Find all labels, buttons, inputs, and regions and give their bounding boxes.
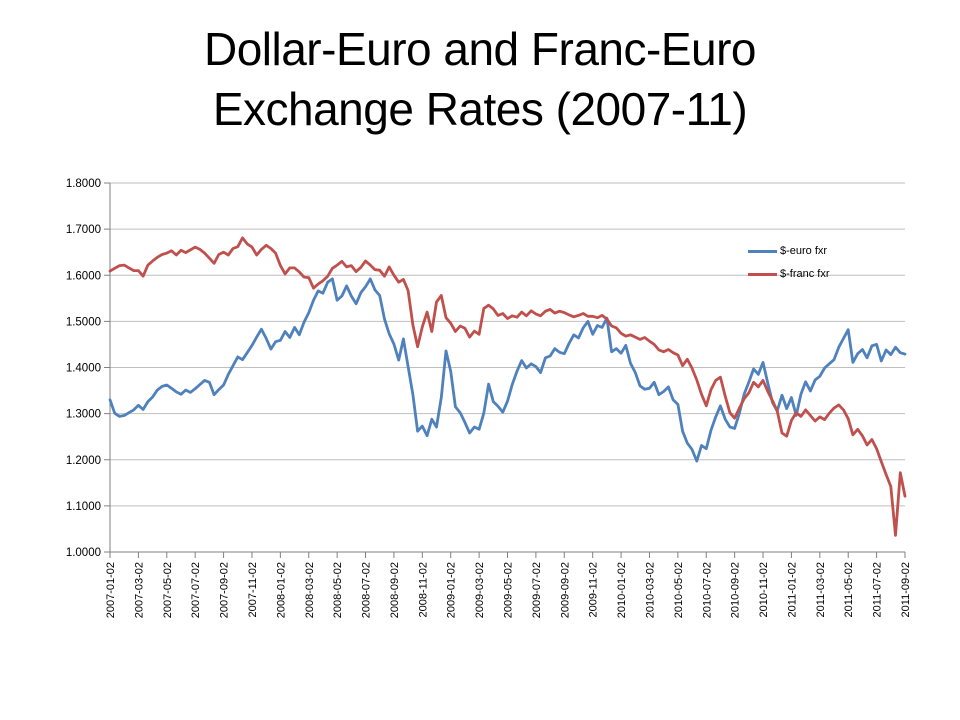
series-line-franc-fxr bbox=[108, 236, 907, 537]
series-line-euro-fxr bbox=[108, 277, 907, 463]
x-axis-label: 2010-05-02 bbox=[673, 562, 685, 618]
y-axis-label: 1.5000 bbox=[66, 316, 101, 328]
chart-legend: $-euro fxr $-franc fxr bbox=[748, 244, 830, 281]
x-axis-label: 2010-11-02 bbox=[758, 562, 770, 617]
x-axis-label: 2011-05-02 bbox=[843, 562, 855, 617]
x-axis-label: 2008-03-02 bbox=[304, 562, 316, 618]
x-axis-label: 2010-01-02 bbox=[616, 562, 628, 618]
y-axis-label: 1.4000 bbox=[66, 363, 101, 375]
x-axis-label: 2010-09-02 bbox=[730, 562, 742, 618]
x-axis-label: 2007-05-02 bbox=[162, 562, 174, 618]
x-axis-label: 2009-05-02 bbox=[503, 562, 515, 618]
x-axis-label: 2008-05-02 bbox=[332, 562, 344, 618]
x-axis-label: 2011-09-02 bbox=[900, 562, 912, 617]
chart-title: Dollar-Euro and Franc-Euro Exchange Rate… bbox=[203, 23, 757, 135]
x-axis-label: 2007-11-02 bbox=[247, 562, 259, 617]
y-axis-label: 1.7000 bbox=[66, 224, 101, 236]
y-axis-label: 1.2000 bbox=[66, 455, 101, 467]
x-axis-label: 2010-03-02 bbox=[644, 562, 656, 618]
x-axis-label: 2008-01-02 bbox=[275, 562, 287, 618]
legend-label-franc: $-franc fxr bbox=[780, 268, 830, 280]
x-axis-label: 2010-07-02 bbox=[701, 562, 713, 618]
legend-label-euro: $-euro fxr bbox=[780, 245, 828, 257]
x-axis-label: 2008-07-02 bbox=[361, 562, 373, 618]
y-axis-label: 1.8000 bbox=[66, 178, 101, 190]
x-axis-label: 2009-07-02 bbox=[531, 562, 543, 618]
x-axis-label: 2011-07-02 bbox=[872, 562, 884, 617]
x-axis-label: 2009-01-02 bbox=[446, 562, 458, 618]
legend-entry-euro: $-euro fxr bbox=[748, 244, 830, 258]
x-axis-label: 2007-09-02 bbox=[219, 562, 231, 618]
y-axis-label: 1.6000 bbox=[66, 270, 101, 282]
x-axis-label: 2008-11-02 bbox=[417, 562, 429, 617]
x-axis-label: 2007-01-02 bbox=[105, 562, 117, 618]
x-axis-label: 2009-11-02 bbox=[588, 562, 600, 617]
x-axis-label: 2011-03-02 bbox=[815, 562, 827, 617]
y-axis-label: 1.3000 bbox=[66, 409, 101, 421]
x-axis-label: 2007-07-02 bbox=[190, 562, 202, 618]
y-axis-label: 1.1000 bbox=[66, 501, 101, 513]
legend-entry-franc: $-franc fxr bbox=[748, 267, 830, 281]
x-axis-label: 2009-09-02 bbox=[559, 562, 571, 618]
x-axis-label: 2008-09-02 bbox=[389, 562, 401, 618]
legend-swatch-euro bbox=[748, 249, 777, 253]
x-axis-label: 2009-03-02 bbox=[474, 562, 486, 618]
x-axis-label: 2011-01-02 bbox=[786, 562, 798, 617]
x-axis-label: 2007-03-02 bbox=[133, 562, 145, 618]
legend-swatch-franc bbox=[748, 272, 777, 276]
y-axis-label: 1.0000 bbox=[66, 547, 101, 559]
